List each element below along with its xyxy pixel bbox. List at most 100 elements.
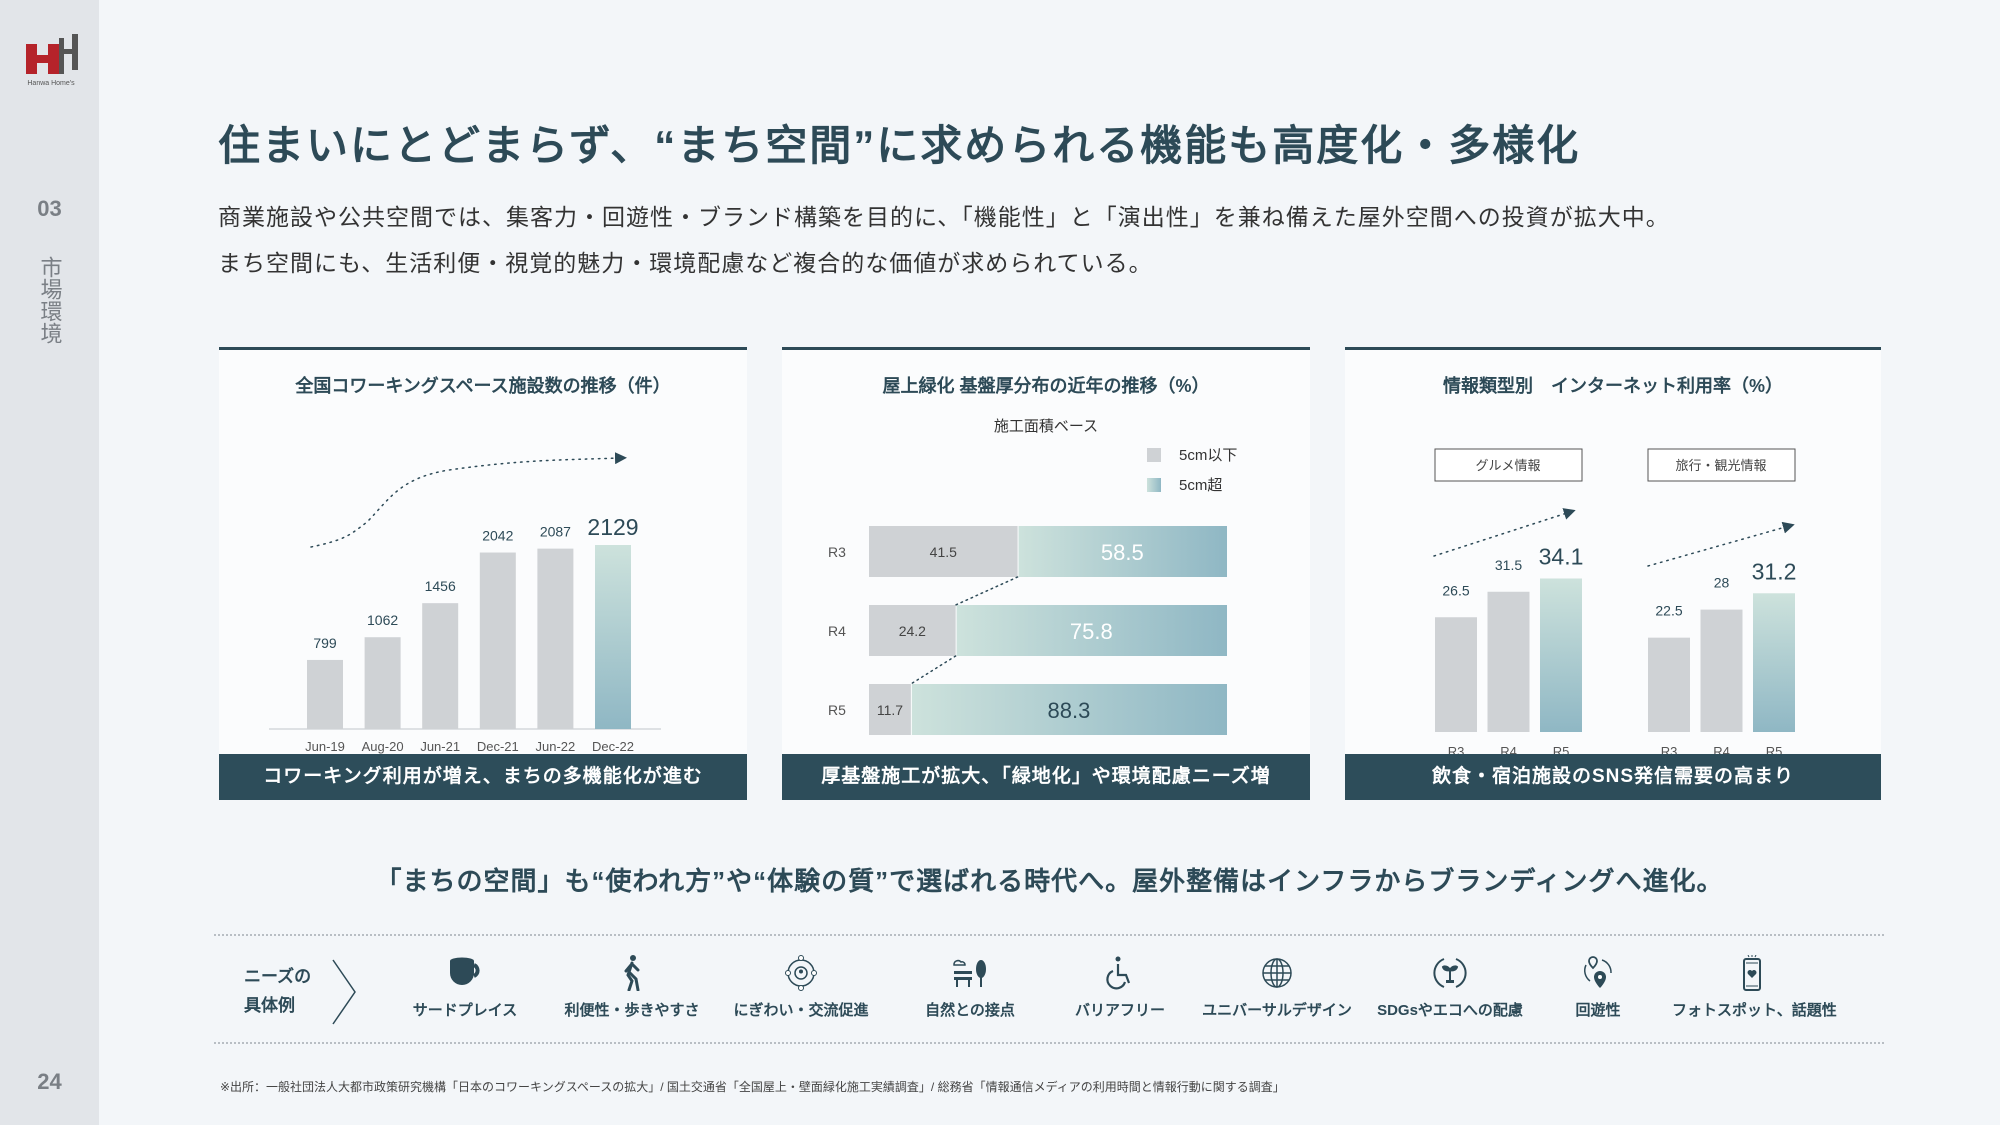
data-label: 2042 <box>482 528 513 544</box>
legend-swatch <box>1147 478 1161 492</box>
need-label: SDGsやエコへの配慮 <box>1377 1002 1523 1019</box>
data-label: 11.7 <box>877 702 903 718</box>
need-label: 自然との接点 <box>925 1002 1015 1019</box>
data-label: 31.2 <box>1752 558 1797 584</box>
logo-text: Hanwa Home's <box>27 80 75 87</box>
bar-segment <box>869 526 1018 577</box>
data-label: 58.5 <box>1101 540 1144 565</box>
need-label: フォトスポット、話題性 <box>1672 1002 1837 1019</box>
need-label: 利便性・歩きやすさ <box>564 1002 700 1019</box>
need-item: 自然との接点 <box>890 955 1050 1020</box>
need-item: フォトスポット、話題性 <box>1672 955 1837 1020</box>
subtitle-line: まち空間にも、生活利便・視覚的魅力・環境配慮など複合的な価値が求められている。 <box>218 250 1153 276</box>
need-item: 利便性・歩きやすさ <box>552 955 712 1020</box>
bar-segment <box>1018 526 1227 577</box>
location-loop-icon <box>1584 956 1612 988</box>
need-item: サードプレイス <box>385 955 545 1020</box>
divider <box>214 1042 1884 1044</box>
tagline: 「まちの空間」も“使われ方”や“体験の質”で選ばれる時代へ。屋外整備はインフラか… <box>375 866 1724 896</box>
bar-segment <box>869 684 911 735</box>
internet-usage-chart-card: 情報類型別 インターネット利用率（%） グルメ情報 26.5 R3 31.5 R4 34.… <box>1345 347 1881 800</box>
chart-footer: コワーキング利用が増え、まちの多機能化が進む <box>219 754 747 800</box>
bar-segment <box>956 605 1227 656</box>
legend-swatch <box>1147 448 1161 462</box>
chart-title: 屋上緑化 基盤厚分布の近年の推移（%） <box>882 376 1210 396</box>
y-tick-label: R4 <box>828 623 846 639</box>
coworking-chart-card: 全国コワーキングスペース施設数の推移（件） 799 Jun-19 1062 Aug-2… <box>219 347 747 800</box>
globe-icon <box>1262 958 1292 988</box>
data-label: 1456 <box>425 578 456 594</box>
trend-arrow <box>310 452 627 548</box>
greening-stacked-bar-chart: 5cm以下 5cm超 R3 41.5 58.5 R4 24.2 75.8 R5 11.7 88.3 <box>828 447 1237 735</box>
coffee-cup-icon <box>450 957 480 985</box>
need-label: 回遊性 <box>1575 1002 1621 1019</box>
bar <box>537 548 574 729</box>
group-label-box <box>1434 448 1583 482</box>
needs-label-line: 具体例 <box>244 996 295 1015</box>
x-tick-label: Jun-19 <box>305 739 345 754</box>
bar <box>307 659 343 729</box>
bar <box>1648 637 1690 732</box>
group-label: グルメ情報 <box>1475 458 1540 473</box>
need-item: 回遊性 <box>1518 955 1678 1020</box>
data-label: 799 <box>313 635 337 651</box>
bar <box>1540 578 1582 732</box>
group-label-box <box>1647 448 1796 482</box>
x-tick-label: Dec-22 <box>592 739 634 754</box>
subtitle-line: 商業施設や公共空間では、集客力・回遊性・ブランド構築を目的に、「機能性」と「演出… <box>218 204 1670 230</box>
sprout-cycle-icon <box>1433 958 1467 988</box>
chart-title: 情報類型別 インターネット利用率（%） <box>1442 376 1783 396</box>
group-label: 旅行・観光情報 <box>1675 458 1766 473</box>
needs-label-line: ニーズの <box>244 967 312 986</box>
need-label: サードプレイス <box>412 1002 518 1019</box>
chart-subtitle: 施工面積ベース <box>993 418 1099 435</box>
x-tick-label: Dec-21 <box>477 739 519 754</box>
y-tick-label: R3 <box>828 544 846 560</box>
connector-line <box>954 576 1019 606</box>
company-logo <box>26 34 78 74</box>
community-network-icon <box>785 955 817 991</box>
data-label: 2087 <box>540 524 571 540</box>
internet-usage-bar-chart: グルメ情報26.5R331.5R434.1R5旅行・観光情報22.5R328R4… <box>1433 448 1797 759</box>
legend-label: 5cm以下 <box>1179 447 1237 464</box>
bar <box>1753 593 1795 732</box>
data-label: 28 <box>1714 575 1730 591</box>
greening-chart-card: 屋上緑化 基盤厚分布の近年の推移（%） 施工面積ベース 5cm以下 5cm超 R3 4… <box>782 347 1310 800</box>
data-label: 31.5 <box>1495 557 1522 573</box>
need-item: バリアフリー <box>1040 955 1200 1020</box>
data-label: 1062 <box>367 612 398 628</box>
source-footnote: ※出所：一般社団法人大都市政策研究機構「日本のコワーキングスペースの拡大」/ 国… <box>220 1080 1285 1094</box>
y-tick-label: R5 <box>828 702 846 718</box>
smartphone-heart-icon <box>1743 955 1761 991</box>
bar <box>364 637 401 729</box>
bar <box>479 552 516 729</box>
coworking-bar-chart: 799 Jun-19 1062 Aug-20 1456 Jun-21 2042 Dec-21 2… <box>269 452 661 754</box>
divider <box>214 934 1884 936</box>
wheelchair-icon <box>1106 956 1131 990</box>
page-title: 住まいにとどまらず、“まち空間”に求められる機能も高度化・多様化 <box>218 122 1581 169</box>
chart-footer: 飲食・宿泊施設のSNS発信需要の高まり <box>1345 754 1881 800</box>
need-item: にぎわい・交流促進 <box>721 955 881 1020</box>
sidebar: Hanwa Home's 03 市場環境 24 <box>0 0 99 1125</box>
bar-segment <box>869 605 956 656</box>
section-number: 03 <box>37 196 62 221</box>
need-item: SDGsやエコへの配慮 <box>1370 955 1530 1020</box>
x-tick-label: Jun-22 <box>536 739 576 754</box>
chart-title: 全国コワーキングスペース施設数の推移（件） <box>295 376 671 396</box>
data-label: 22.5 <box>1655 603 1682 619</box>
need-label: にぎわい・交流促進 <box>733 1002 869 1019</box>
need-label: バリアフリー <box>1074 1002 1165 1019</box>
x-tick-label: Jun-21 <box>420 739 460 754</box>
chart-footer: 厚基盤施工が拡大、「緑地化」や環境配慮ニーズ増 <box>782 754 1310 800</box>
data-label: 41.5 <box>930 544 957 560</box>
data-label: 2129 <box>587 514 638 540</box>
x-tick-label: Aug-20 <box>362 739 404 754</box>
trend-arrow <box>1647 521 1795 567</box>
need-label: ユニバーサルデザイン <box>1202 1002 1352 1019</box>
data-label: 75.8 <box>1070 619 1113 644</box>
bar <box>1487 591 1530 732</box>
trend-arrow <box>1433 508 1576 557</box>
chevron-right-icon <box>332 959 356 1025</box>
data-label: 24.2 <box>899 623 926 639</box>
legend-label: 5cm超 <box>1179 477 1222 494</box>
